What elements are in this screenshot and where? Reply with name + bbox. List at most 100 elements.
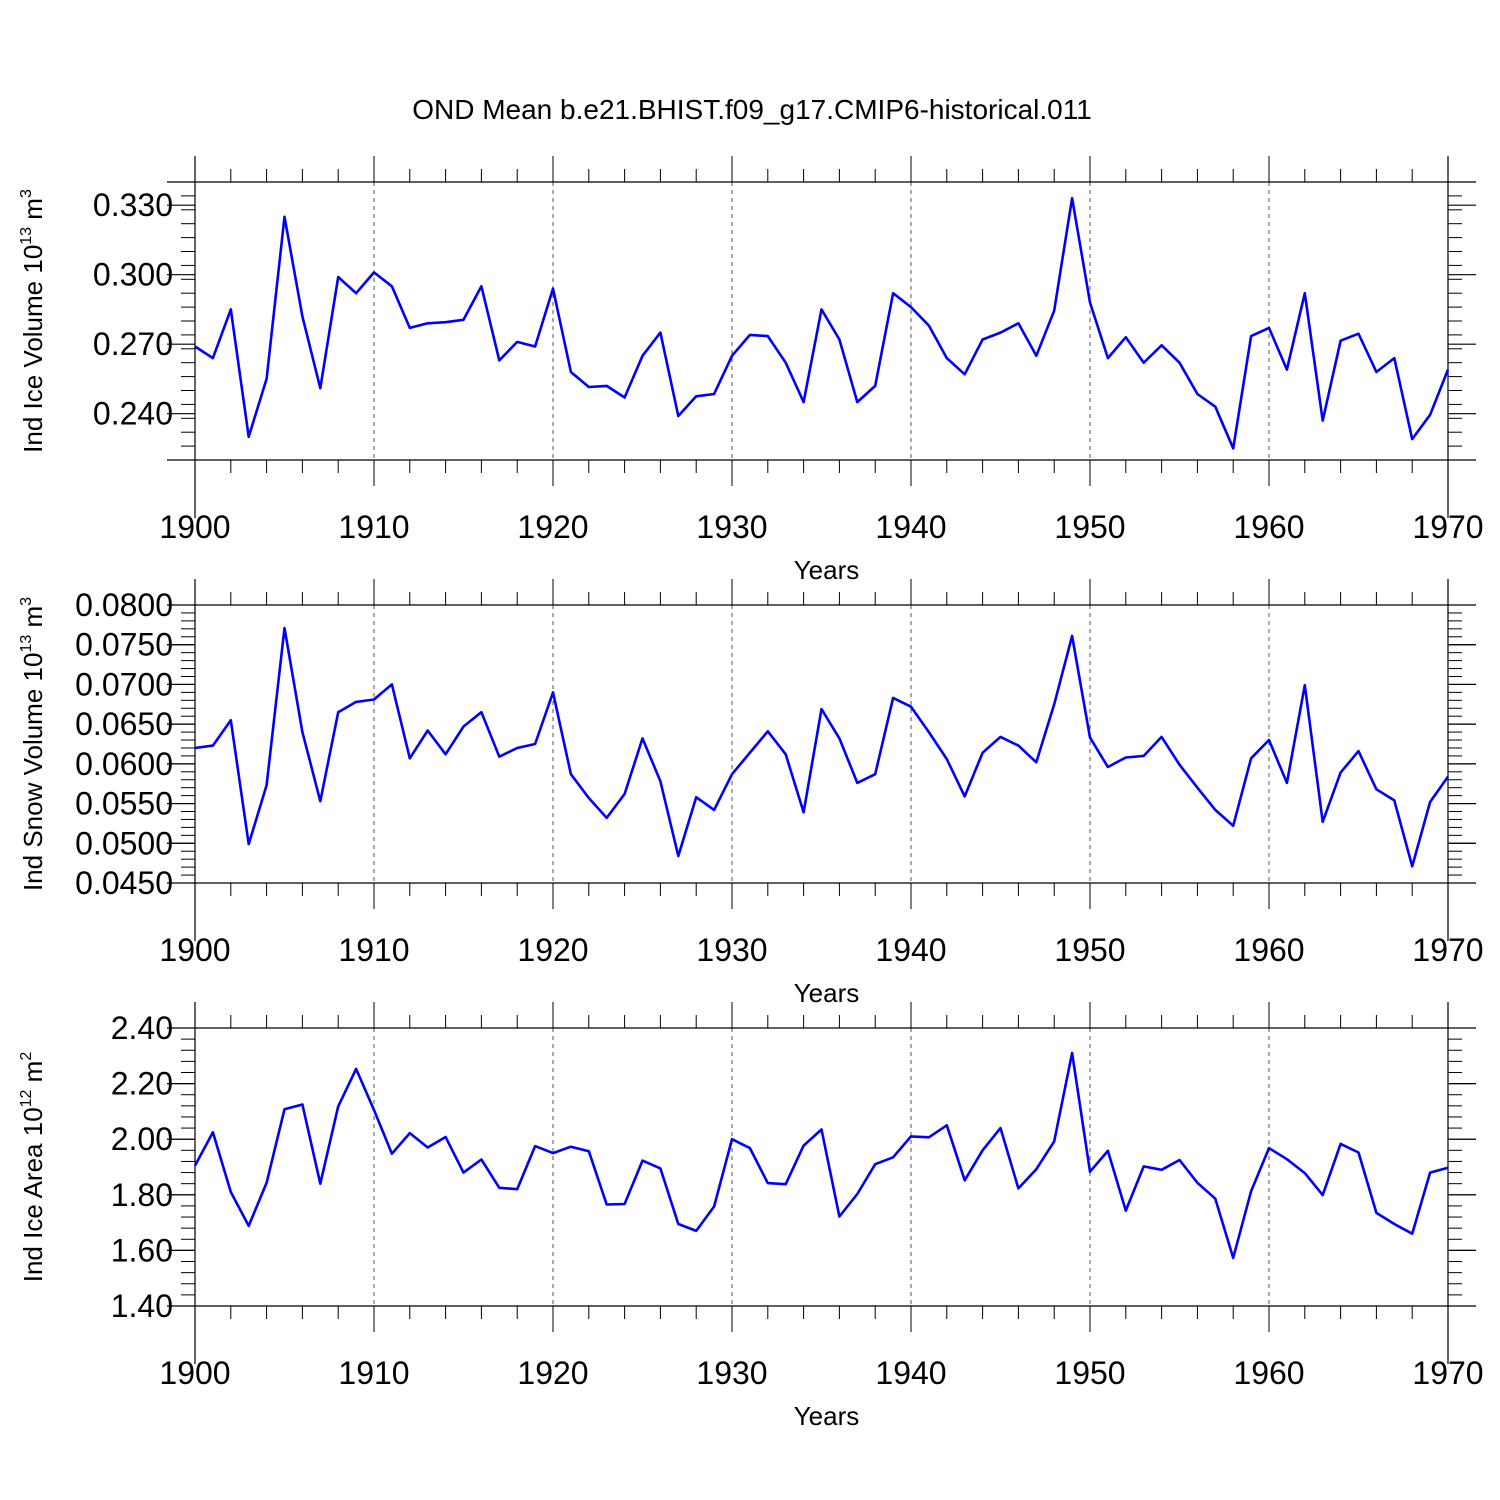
data-point [802, 1144, 804, 1146]
y-axis-title-part: Ind Ice Volume 10 [18, 245, 48, 453]
data-point [1357, 1151, 1359, 1153]
data-point [588, 386, 590, 388]
data-point [1393, 357, 1395, 359]
data-point [1268, 739, 1270, 741]
data-point [337, 1105, 339, 1107]
x-tick-label: 1900 [159, 509, 230, 545]
y-axis-title-part: Ind Ice Area 10 [18, 1107, 48, 1282]
data-point [623, 793, 625, 795]
data-point [1429, 414, 1431, 416]
x-axis-title: Years [794, 978, 860, 1008]
data-point [355, 292, 357, 294]
data-point [749, 752, 751, 754]
data-point [444, 321, 446, 323]
x-tick-label: 1910 [338, 932, 409, 968]
data-point [1393, 1223, 1395, 1225]
data-point [928, 731, 930, 733]
data-point [1196, 787, 1198, 789]
x-tick-label: 1910 [338, 1355, 409, 1391]
x-tick-label: 1930 [696, 1355, 767, 1391]
y-axis-title-superscript: 13 [18, 227, 35, 245]
y-tick-label: 1.80 [111, 1177, 173, 1213]
y-tick-label: 2.40 [111, 1010, 173, 1046]
data-point [391, 285, 393, 287]
data-point [444, 1136, 446, 1138]
x-tick-label: 1910 [338, 509, 409, 545]
data-point [981, 338, 983, 340]
data-point [373, 1109, 375, 1111]
data-point [1429, 801, 1431, 803]
data-point [1250, 757, 1252, 759]
data-point [1447, 368, 1449, 370]
data-point [641, 1159, 643, 1161]
data-point [1393, 799, 1395, 801]
data-point [462, 725, 464, 727]
data-point [212, 357, 214, 359]
data-point [820, 308, 822, 310]
data-point [964, 1179, 966, 1181]
y-axis-title-superscript: 3 [18, 597, 35, 606]
data-point [981, 752, 983, 754]
data-point [373, 271, 375, 273]
data-point [946, 1124, 948, 1126]
data-point [462, 319, 464, 321]
data-point [1375, 1212, 1377, 1214]
data-point [1214, 406, 1216, 408]
data-point [1232, 447, 1234, 449]
data-point [713, 809, 715, 811]
data-point [785, 753, 787, 755]
data-point [1143, 755, 1145, 757]
y-axis-title-part: m [18, 198, 48, 227]
data-point [1339, 771, 1341, 773]
data-point [1071, 197, 1073, 199]
data-point [928, 1136, 930, 1138]
data-point [1125, 336, 1127, 338]
data-point [1429, 1171, 1431, 1173]
y-tick-label: 0.0500 [75, 825, 173, 861]
data-point [1322, 821, 1324, 823]
data-point [874, 773, 876, 775]
data-point [1322, 1194, 1324, 1196]
data-point [1447, 775, 1449, 777]
y-axis-title-part: Ind Snow Volume 10 [18, 653, 48, 892]
data-point [677, 855, 679, 857]
data-point [1125, 756, 1127, 758]
data-point [606, 1203, 608, 1205]
y-tick-label: 0.330 [93, 187, 173, 223]
data-point [1053, 703, 1055, 705]
x-tick-label: 1930 [696, 932, 767, 968]
data-point [1357, 750, 1359, 752]
x-tick-label: 1920 [517, 1355, 588, 1391]
data-point [713, 1205, 715, 1207]
x-tick-label: 1960 [1233, 1355, 1304, 1391]
data-point [1143, 1165, 1145, 1167]
data-point [641, 737, 643, 739]
data-point [1214, 809, 1216, 811]
data-point [319, 387, 321, 389]
data-point [516, 341, 518, 343]
data-point [283, 627, 285, 629]
data-point [212, 1131, 214, 1133]
data-point [928, 324, 930, 326]
data-point [391, 1153, 393, 1155]
data-point [1322, 419, 1324, 421]
data-point [659, 1167, 661, 1169]
y-tick-label: 0.0650 [75, 706, 173, 742]
data-point [588, 797, 590, 799]
x-tick-label: 1940 [875, 1355, 946, 1391]
data-point [1107, 1150, 1109, 1152]
data-point [1411, 1233, 1413, 1235]
data-point [964, 795, 966, 797]
y-tick-label: 1.60 [111, 1232, 173, 1268]
x-tick-label: 1950 [1054, 932, 1125, 968]
data-point [265, 1182, 267, 1184]
data-point [212, 744, 214, 746]
data-point [820, 1128, 822, 1130]
x-tick-label: 1950 [1054, 509, 1125, 545]
y-axis-title-superscript: 3 [18, 189, 35, 198]
data-point [838, 338, 840, 340]
data-point [1035, 355, 1037, 357]
data-point [731, 1138, 733, 1140]
